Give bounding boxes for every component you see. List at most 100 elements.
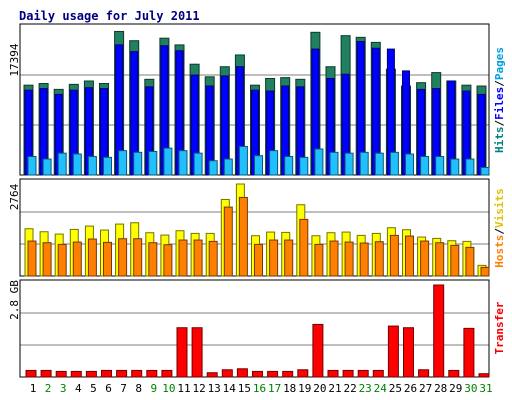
transfer-bar [327, 369, 339, 378]
day-bar-group [371, 232, 384, 277]
day-bar-group [38, 83, 52, 176]
hosts-bar [314, 243, 324, 277]
day-bar-group [250, 84, 263, 176]
hosts-bar [299, 218, 309, 277]
day-bar-group [370, 41, 384, 176]
day-bar-group [356, 234, 369, 277]
hosts-bar [389, 234, 399, 277]
day-bar-group [219, 66, 233, 176]
hosts-bar [72, 241, 82, 277]
day-bar-group [190, 232, 203, 277]
transfer-bar [448, 369, 460, 378]
day-label: 31 [479, 382, 492, 395]
day-bar-group [310, 31, 324, 176]
hosts-bar [208, 240, 218, 277]
legend-hosts: Hosts [493, 235, 506, 268]
day-bar-group [461, 84, 475, 176]
pages-bar [163, 147, 173, 176]
day-bar-group [476, 85, 490, 176]
day-label: 28 [434, 382, 447, 395]
day-label: 27 [419, 382, 432, 395]
hits-legend: Hits/Files/Pages [493, 47, 506, 153]
day-bar-group [280, 77, 294, 176]
day-bar-group [69, 228, 82, 277]
day-bar-group [416, 82, 430, 176]
day-bar-group [159, 37, 173, 176]
day-label: 24 [374, 382, 388, 395]
transfer-bar [478, 373, 490, 378]
day-bar-group [145, 232, 158, 277]
transfer-bar [206, 372, 218, 378]
day-label: 3 [60, 382, 67, 395]
day-bar-group [355, 36, 369, 176]
pages-bar [178, 150, 188, 176]
visits-legend: Hosts/Visits [493, 188, 506, 268]
day-label: 2 [45, 382, 52, 395]
bars [23, 30, 490, 378]
day-label: 7 [120, 382, 127, 395]
day-bar-group [311, 235, 324, 277]
day-label: 14 [223, 382, 237, 395]
transfer-bar [40, 369, 52, 378]
day-bar-group [99, 83, 112, 176]
pages-bar [374, 152, 384, 176]
day-bar-group [204, 76, 218, 176]
pages-bar [359, 151, 369, 176]
hosts-bar [480, 266, 490, 277]
hosts-bar [178, 239, 188, 277]
hosts-bar [163, 244, 173, 277]
day-bar-group [160, 234, 173, 277]
day-bar-group [174, 44, 188, 176]
pages-bar [480, 166, 490, 176]
day-label: 19 [298, 382, 311, 395]
legend-sep: / [493, 228, 506, 235]
day-bar-group [235, 183, 248, 277]
pages-bar [435, 156, 445, 176]
day-label: 10 [162, 382, 175, 395]
hosts-bar [193, 239, 203, 277]
transfer-bar [372, 369, 384, 378]
pages-bar [284, 156, 294, 176]
hosts-bar [465, 246, 475, 277]
legend-sep: / [493, 120, 506, 127]
day-label: 1 [30, 382, 37, 395]
hosts-bar [269, 239, 279, 277]
day-bar-group [189, 63, 203, 176]
transfer-bar [463, 327, 475, 378]
transfer-bar [131, 369, 143, 378]
hosts-bar [103, 241, 112, 277]
day-label: 17 [268, 382, 281, 395]
day-bar-group [266, 231, 279, 277]
pages-bar [118, 150, 128, 176]
pages-bar [314, 148, 324, 176]
hosts-bar [344, 241, 354, 277]
transfer-bar [116, 369, 128, 378]
transfer-ymax-label: 2.8 GB [8, 280, 21, 320]
day-label: 20 [313, 382, 326, 395]
day-label: 18 [283, 382, 296, 395]
pages-bar [223, 158, 233, 176]
day-bar-group [100, 229, 112, 277]
day-bar-group [386, 227, 399, 277]
day-bar-group [447, 240, 460, 277]
transfer-bar [236, 368, 248, 378]
day-bar-group [446, 80, 460, 176]
transfer-bar [55, 370, 67, 378]
pages-bar [329, 151, 339, 176]
pages-bar [465, 158, 475, 176]
day-bar-group [130, 222, 143, 277]
day-bar-group [53, 88, 67, 176]
day-bar-group [83, 80, 97, 176]
day-bar-group [477, 264, 490, 277]
day-label: 25 [389, 382, 402, 395]
transfer-bar [282, 370, 294, 378]
legend-sep: / [493, 80, 506, 87]
pages-bar [344, 152, 354, 176]
visits-ymax-label: 2764 [8, 183, 21, 210]
day-bar-group [144, 78, 158, 176]
day-bar-group [23, 84, 37, 176]
transfer-legend: Transfer [493, 301, 506, 354]
transfer-bar [403, 327, 414, 378]
day-label: 26 [404, 382, 417, 395]
pages-bar [420, 156, 430, 176]
